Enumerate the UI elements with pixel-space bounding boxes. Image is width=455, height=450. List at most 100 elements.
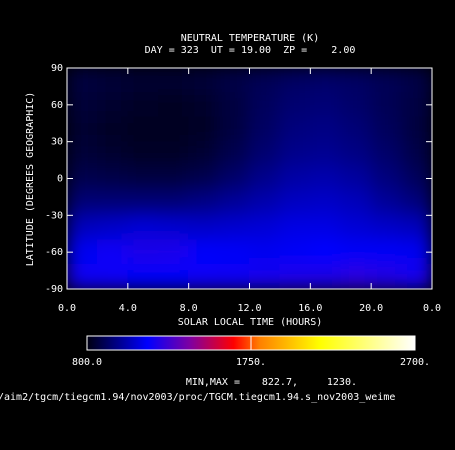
heatmap-cell <box>249 141 281 167</box>
heatmap-cell <box>340 263 372 289</box>
heatmap-cell <box>249 116 281 143</box>
y-axis-label: LATITUDE (DEGREES GEOGRAPHIC) <box>25 92 36 267</box>
heatmap-cell <box>188 92 220 118</box>
heatmap-cell <box>249 165 281 192</box>
heatmap-cell <box>370 116 403 143</box>
max-value: 1230. <box>327 377 357 388</box>
heatmap-cell <box>96 116 129 143</box>
heatmap-cell <box>67 141 98 167</box>
heatmap-cell <box>309 165 342 192</box>
heatmap-cell <box>96 214 129 241</box>
heatmap-cell <box>188 214 220 241</box>
heatmap-cell <box>279 116 311 143</box>
heatmap-cell <box>127 190 159 216</box>
heatmap-cell <box>279 92 311 118</box>
heatmap-cell <box>218 239 250 265</box>
heatmap-cell <box>96 92 129 118</box>
heatmap-cell <box>401 214 432 241</box>
heatmap-cell <box>340 239 372 265</box>
heatmap-cell <box>96 263 129 289</box>
heatmap-cell <box>249 92 281 118</box>
x-tick-label: 20.0 <box>359 303 383 314</box>
heatmap-cell <box>157 68 190 94</box>
heatmap-cell <box>249 239 281 265</box>
heatmap-cell <box>127 263 159 289</box>
heatmap-cell <box>370 141 403 167</box>
chart-title: NEUTRAL TEMPERATURE (K) <box>181 33 319 44</box>
x-axis-label: SOLAR LOCAL TIME (HOURS) <box>178 317 323 328</box>
heatmap-cell <box>96 68 129 94</box>
heatmap-cell <box>370 190 403 216</box>
heatmap-cell <box>401 141 432 167</box>
heatmap-cell <box>249 68 281 94</box>
colorbar-tick-label: 800.0 <box>72 357 102 368</box>
heatmap-cell <box>218 165 250 192</box>
heatmap-cell <box>67 214 98 241</box>
heatmap-cell <box>96 165 129 192</box>
heatmap-cell <box>96 141 129 167</box>
y-tick-label: -30 <box>45 210 63 221</box>
heatmap-cell <box>401 190 432 216</box>
heatmap-cell <box>127 141 159 167</box>
y-tick-label: -90 <box>45 284 63 295</box>
heatmap-cell <box>127 239 159 265</box>
heatmap-cell <box>401 116 432 143</box>
min-max-label: MIN,MAX = <box>186 377 240 388</box>
heatmap-cell <box>370 68 403 94</box>
heatmap-cell <box>340 116 372 143</box>
heatmap-cell <box>340 141 372 167</box>
heatmap-cell <box>157 214 190 241</box>
heatmap-cell <box>218 116 250 143</box>
x-tick-label: 4.0 <box>119 303 137 314</box>
heatmap-cell <box>218 190 250 216</box>
heatmap-cell <box>157 116 190 143</box>
heatmap-cell <box>157 263 190 289</box>
heatmap-cell <box>370 214 403 241</box>
heatmap-cell <box>218 68 250 94</box>
heatmap-cell <box>370 263 403 289</box>
heatmap-cell <box>309 239 342 265</box>
heatmap-cell <box>188 116 220 143</box>
heatmap-cell <box>157 239 190 265</box>
colorbar-tick-label: 1750. <box>236 357 266 368</box>
heatmap-cell <box>309 92 342 118</box>
heatmap-cell <box>188 263 220 289</box>
heatmap-cell <box>279 190 311 216</box>
heatmap-cell <box>127 68 159 94</box>
heatmap-cell <box>340 190 372 216</box>
heatmap-cell <box>340 92 372 118</box>
heatmap-cell <box>188 165 220 192</box>
x-tick-label: 0.0 <box>423 303 441 314</box>
heatmap-cell <box>218 141 250 167</box>
heatmap-cell <box>279 263 311 289</box>
heatmap-cell <box>67 68 98 94</box>
heatmap-cell <box>218 263 250 289</box>
chart-subtitle: DAY = 323 UT = 19.00 ZP = 2.00 <box>145 45 356 56</box>
heatmap-cell <box>340 68 372 94</box>
heatmap-cell <box>309 263 342 289</box>
heatmap-cell <box>249 214 281 241</box>
y-tick-label: 30 <box>51 137 63 148</box>
heatmap-cell <box>370 92 403 118</box>
heatmap-cell <box>370 239 403 265</box>
colorbar-tick-label: 2700. <box>400 357 430 368</box>
heatmap-cell <box>279 165 311 192</box>
heatmap-cell <box>309 68 342 94</box>
heatmap <box>67 68 432 289</box>
x-tick-label: 0.0 <box>58 303 76 314</box>
heatmap-clip <box>67 68 432 289</box>
heatmap-cell <box>249 190 281 216</box>
heatmap-cell <box>218 214 250 241</box>
heatmap-cell <box>309 141 342 167</box>
heatmap-cell <box>279 239 311 265</box>
heatmap-cell <box>188 190 220 216</box>
heatmap-cell <box>340 165 372 192</box>
heatmap-cell <box>157 165 190 192</box>
file-path: /aim2/tgcm/tiegcm1.94/nov2003/proc/TGCM.… <box>0 392 395 403</box>
heatmap-cell <box>309 214 342 241</box>
heatmap-cell <box>401 263 432 289</box>
heatmap-cell <box>96 190 129 216</box>
heatmap-cell <box>218 92 250 118</box>
x-tick-label: 12.0 <box>237 303 261 314</box>
y-tick-label: -60 <box>45 247 63 258</box>
